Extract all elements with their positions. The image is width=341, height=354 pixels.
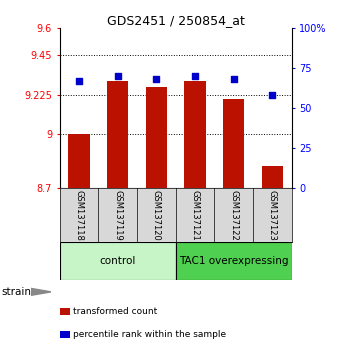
Text: GSM137119: GSM137119 bbox=[113, 190, 122, 240]
Text: GSM137118: GSM137118 bbox=[74, 189, 84, 240]
Point bbox=[115, 73, 120, 79]
Text: percentile rank within the sample: percentile rank within the sample bbox=[73, 330, 226, 339]
Text: GSM137120: GSM137120 bbox=[152, 190, 161, 240]
Text: TAC1 overexpressing: TAC1 overexpressing bbox=[179, 256, 288, 266]
Text: strain: strain bbox=[2, 287, 32, 297]
Point bbox=[269, 92, 275, 98]
Text: GSM137123: GSM137123 bbox=[268, 189, 277, 240]
Point bbox=[153, 76, 159, 82]
Bar bbox=[107, 81, 128, 188]
Point bbox=[231, 76, 236, 82]
Title: GDS2451 / 250854_at: GDS2451 / 250854_at bbox=[107, 14, 244, 27]
Polygon shape bbox=[31, 288, 51, 295]
Bar bbox=[146, 87, 167, 188]
Bar bbox=[262, 166, 283, 188]
Bar bbox=[60, 242, 176, 280]
Bar bbox=[176, 242, 292, 280]
Point bbox=[192, 73, 198, 79]
Text: GSM137122: GSM137122 bbox=[229, 190, 238, 240]
Bar bbox=[223, 99, 244, 188]
Point bbox=[76, 78, 82, 84]
Bar bbox=[184, 81, 206, 188]
Text: GSM137121: GSM137121 bbox=[190, 190, 199, 240]
Text: transformed count: transformed count bbox=[73, 307, 158, 316]
Text: control: control bbox=[100, 256, 136, 266]
Bar bbox=[68, 135, 90, 188]
